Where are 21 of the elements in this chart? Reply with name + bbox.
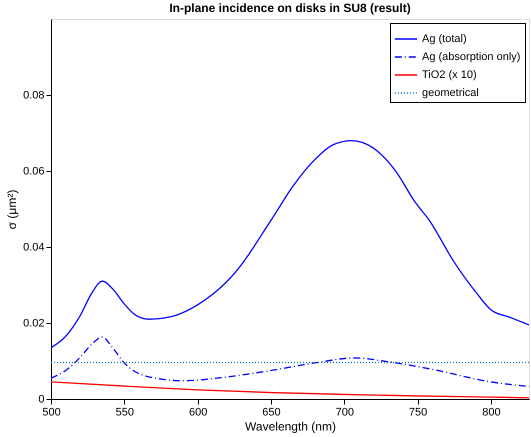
chart-title: In-plane incidence on disks in SU8 (result) bbox=[169, 1, 411, 15]
x-tick-label: 700 bbox=[336, 406, 354, 418]
y-tick-label: 0.02 bbox=[23, 318, 44, 330]
y-tick-label: 0.08 bbox=[23, 90, 44, 102]
x-tick-label: 500 bbox=[42, 406, 61, 418]
x-axis-title: Wavelength (nm) bbox=[245, 420, 336, 434]
y-tick-label: 0.04 bbox=[23, 242, 44, 254]
y-axis-title: σ (μm²) bbox=[5, 190, 20, 230]
x-tick-label: 800 bbox=[482, 406, 501, 418]
legend-label: Ag (absorption only) bbox=[422, 51, 520, 63]
line-series bbox=[51, 140, 529, 348]
y-tick-label: 0.06 bbox=[23, 166, 44, 178]
legend-label: TiO2 (x 10) bbox=[422, 69, 477, 81]
x-tick-label: 750 bbox=[408, 406, 428, 418]
legend-label: geometrical bbox=[422, 87, 479, 99]
x-tick-label: 650 bbox=[262, 406, 281, 418]
y-tick-label: 0 bbox=[38, 394, 44, 406]
x-tick-label: 600 bbox=[188, 406, 208, 418]
legend-label: Ag (total) bbox=[422, 33, 467, 45]
x-tick-label: 550 bbox=[116, 406, 134, 418]
line-series bbox=[51, 336, 529, 388]
